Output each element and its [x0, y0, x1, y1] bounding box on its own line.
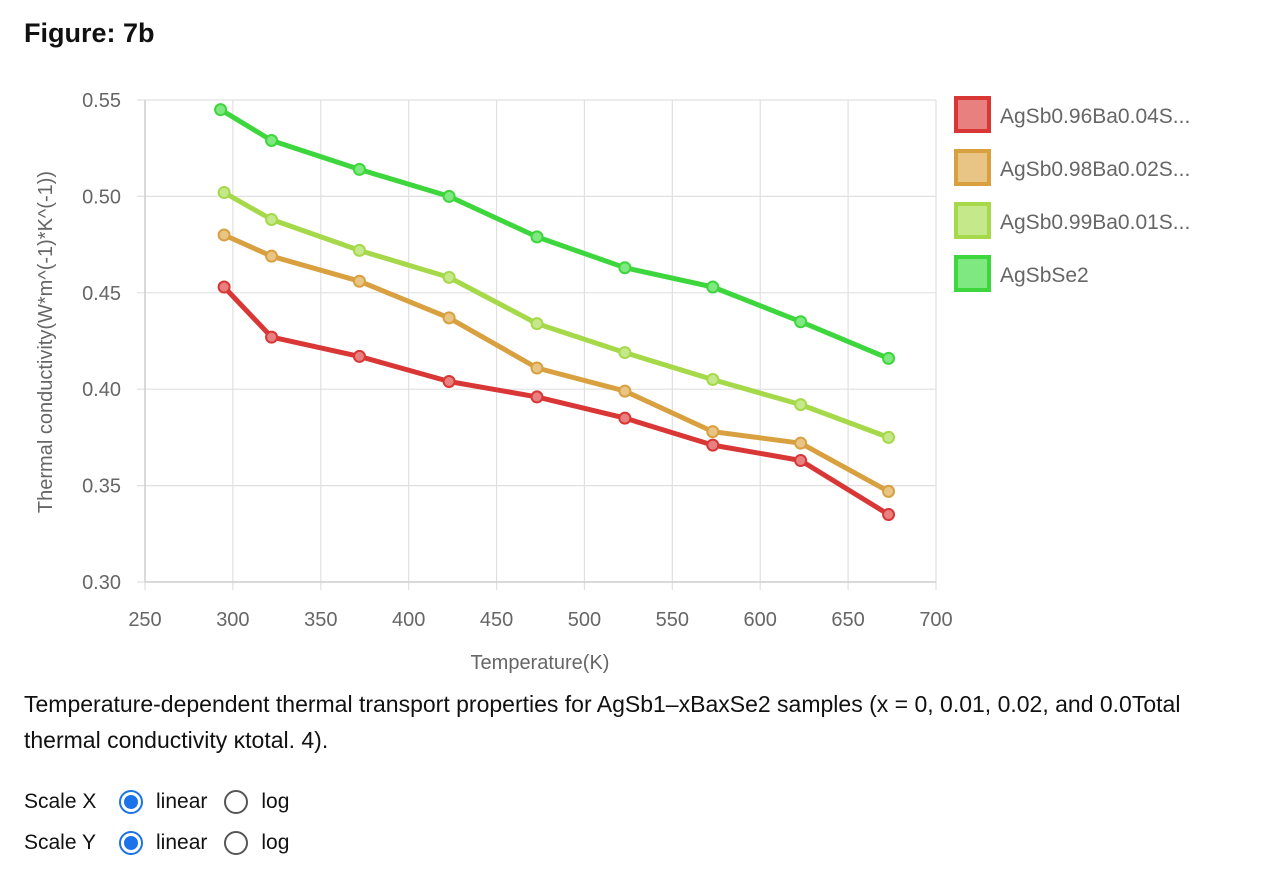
data-point[interactable] — [882, 351, 896, 365]
data-point[interactable] — [618, 411, 632, 425]
data-point[interactable] — [265, 133, 279, 147]
x-tick-label: 650 — [831, 609, 864, 631]
series-3 — [217, 186, 896, 444]
legend-item-1[interactable]: AgSb0.96Ba0.04S... — [954, 96, 1190, 133]
data-point[interactable] — [217, 228, 231, 242]
legend[interactable]: AgSb0.96Ba0.04S... AgSb0.98Ba0.02S... AgSb… — [954, 96, 1190, 292]
legend-label: AgSb0.99Ba0.01S... — [1000, 211, 1190, 234]
data-point[interactable] — [352, 162, 366, 176]
series-1 — [217, 280, 896, 522]
x-tick-label: 550 — [656, 609, 689, 631]
data-point[interactable] — [352, 274, 366, 288]
scale-x-linear-label[interactable]: linear — [156, 790, 208, 813]
data-point[interactable] — [265, 249, 279, 263]
x-tick-label: 350 — [304, 609, 337, 631]
axes: 250 300 350 400 450 500 550 600 650 700 0.55 0.50 0.… — [82, 90, 953, 631]
data-point[interactable] — [706, 425, 720, 439]
data-point[interactable] — [882, 484, 896, 498]
scale-x-log-radio[interactable] — [224, 790, 249, 814]
series-line — [221, 232, 891, 494]
x-tick-label: 300 — [216, 609, 249, 631]
data-point[interactable] — [618, 261, 632, 275]
y-tick-label: 0.50 — [82, 186, 121, 208]
figure-caption: Temperature-dependent thermal transport … — [24, 691, 1181, 753]
scale-x-log-label[interactable]: log — [261, 790, 290, 813]
data-point[interactable] — [217, 186, 231, 200]
y-axis-title: Thermal conductivity(W*m^(-1)*K^(-1)) — [35, 171, 57, 513]
data-point[interactable] — [706, 438, 720, 452]
y-tick-label: 0.55 — [82, 90, 121, 112]
legend-item-4[interactable]: AgSbSe2 — [954, 255, 1089, 292]
data-point[interactable] — [352, 349, 366, 363]
data-point[interactable] — [442, 270, 456, 284]
data-point[interactable] — [618, 346, 632, 360]
data-point[interactable] — [794, 436, 808, 450]
data-point[interactable] — [794, 454, 808, 468]
x-tick-label: 600 — [744, 609, 777, 631]
figure-title: Figure: 7b — [24, 18, 155, 48]
x-tick-label: 500 — [568, 609, 601, 631]
data-point[interactable] — [442, 189, 456, 203]
data-point[interactable] — [265, 213, 279, 227]
data-point[interactable] — [442, 374, 456, 388]
legend-label: AgSb0.96Ba0.04S... — [1000, 105, 1190, 128]
data-point[interactable] — [530, 361, 544, 375]
scale-y-control: Scale Y linear log — [24, 825, 306, 861]
scale-x-control: Scale X linear log — [24, 784, 306, 820]
data-point[interactable] — [882, 508, 896, 522]
x-tick-label: 250 — [128, 609, 161, 631]
data-point[interactable] — [530, 317, 544, 331]
scale-y-log-radio[interactable] — [224, 831, 249, 855]
y-tick-label: 0.35 — [82, 476, 121, 498]
y-tick-label: 0.45 — [82, 283, 121, 305]
data-point[interactable] — [706, 373, 720, 387]
data-point[interactable] — [706, 280, 720, 294]
series-4 — [214, 103, 896, 365]
data-point[interactable] — [217, 280, 231, 294]
scale-x-linear-radio[interactable] — [119, 790, 143, 814]
legend-swatch — [954, 202, 991, 239]
data-point[interactable] — [618, 384, 632, 398]
legend-swatch — [954, 255, 991, 292]
x-tick-label: 450 — [480, 609, 513, 631]
legend-label: AgSbSe2 — [1000, 264, 1089, 287]
legend-item-3[interactable]: AgSb0.99Ba0.01S... — [954, 202, 1190, 239]
x-tick-label: 400 — [392, 609, 425, 631]
legend-swatch — [954, 96, 991, 133]
y-tick-label: 0.40 — [82, 379, 121, 401]
data-point[interactable] — [214, 103, 228, 117]
data-point[interactable] — [530, 390, 544, 404]
data-point[interactable] — [442, 311, 456, 325]
data-point[interactable] — [794, 398, 808, 412]
y-tick-label: 0.30 — [82, 572, 121, 594]
legend-item-2[interactable]: AgSb0.98Ba0.02S... — [954, 149, 1190, 186]
data-point[interactable] — [794, 315, 808, 329]
data-point[interactable] — [882, 430, 896, 444]
data-point[interactable] — [530, 230, 544, 244]
scale-y-linear-label[interactable]: linear — [156, 831, 208, 854]
line-chart: 250 300 350 400 450 500 550 600 650 700 0.55 0.50 0.… — [35, 90, 1190, 674]
data-point[interactable] — [352, 243, 366, 257]
series-2 — [217, 228, 896, 498]
series-group — [214, 103, 896, 522]
data-point[interactable] — [265, 330, 279, 344]
scale-y-linear-radio[interactable] — [119, 831, 143, 855]
legend-swatch — [954, 149, 991, 186]
scale-y-label: Scale Y — [24, 831, 96, 854]
scale-x-label: Scale X — [24, 790, 97, 813]
scale-y-log-label[interactable]: log — [261, 831, 290, 854]
x-tick-label: 700 — [919, 609, 952, 631]
legend-label: AgSb0.98Ba0.02S... — [1000, 158, 1190, 181]
x-axis-title: Temperature(K) — [471, 652, 610, 674]
grid-lines — [137, 99, 937, 590]
